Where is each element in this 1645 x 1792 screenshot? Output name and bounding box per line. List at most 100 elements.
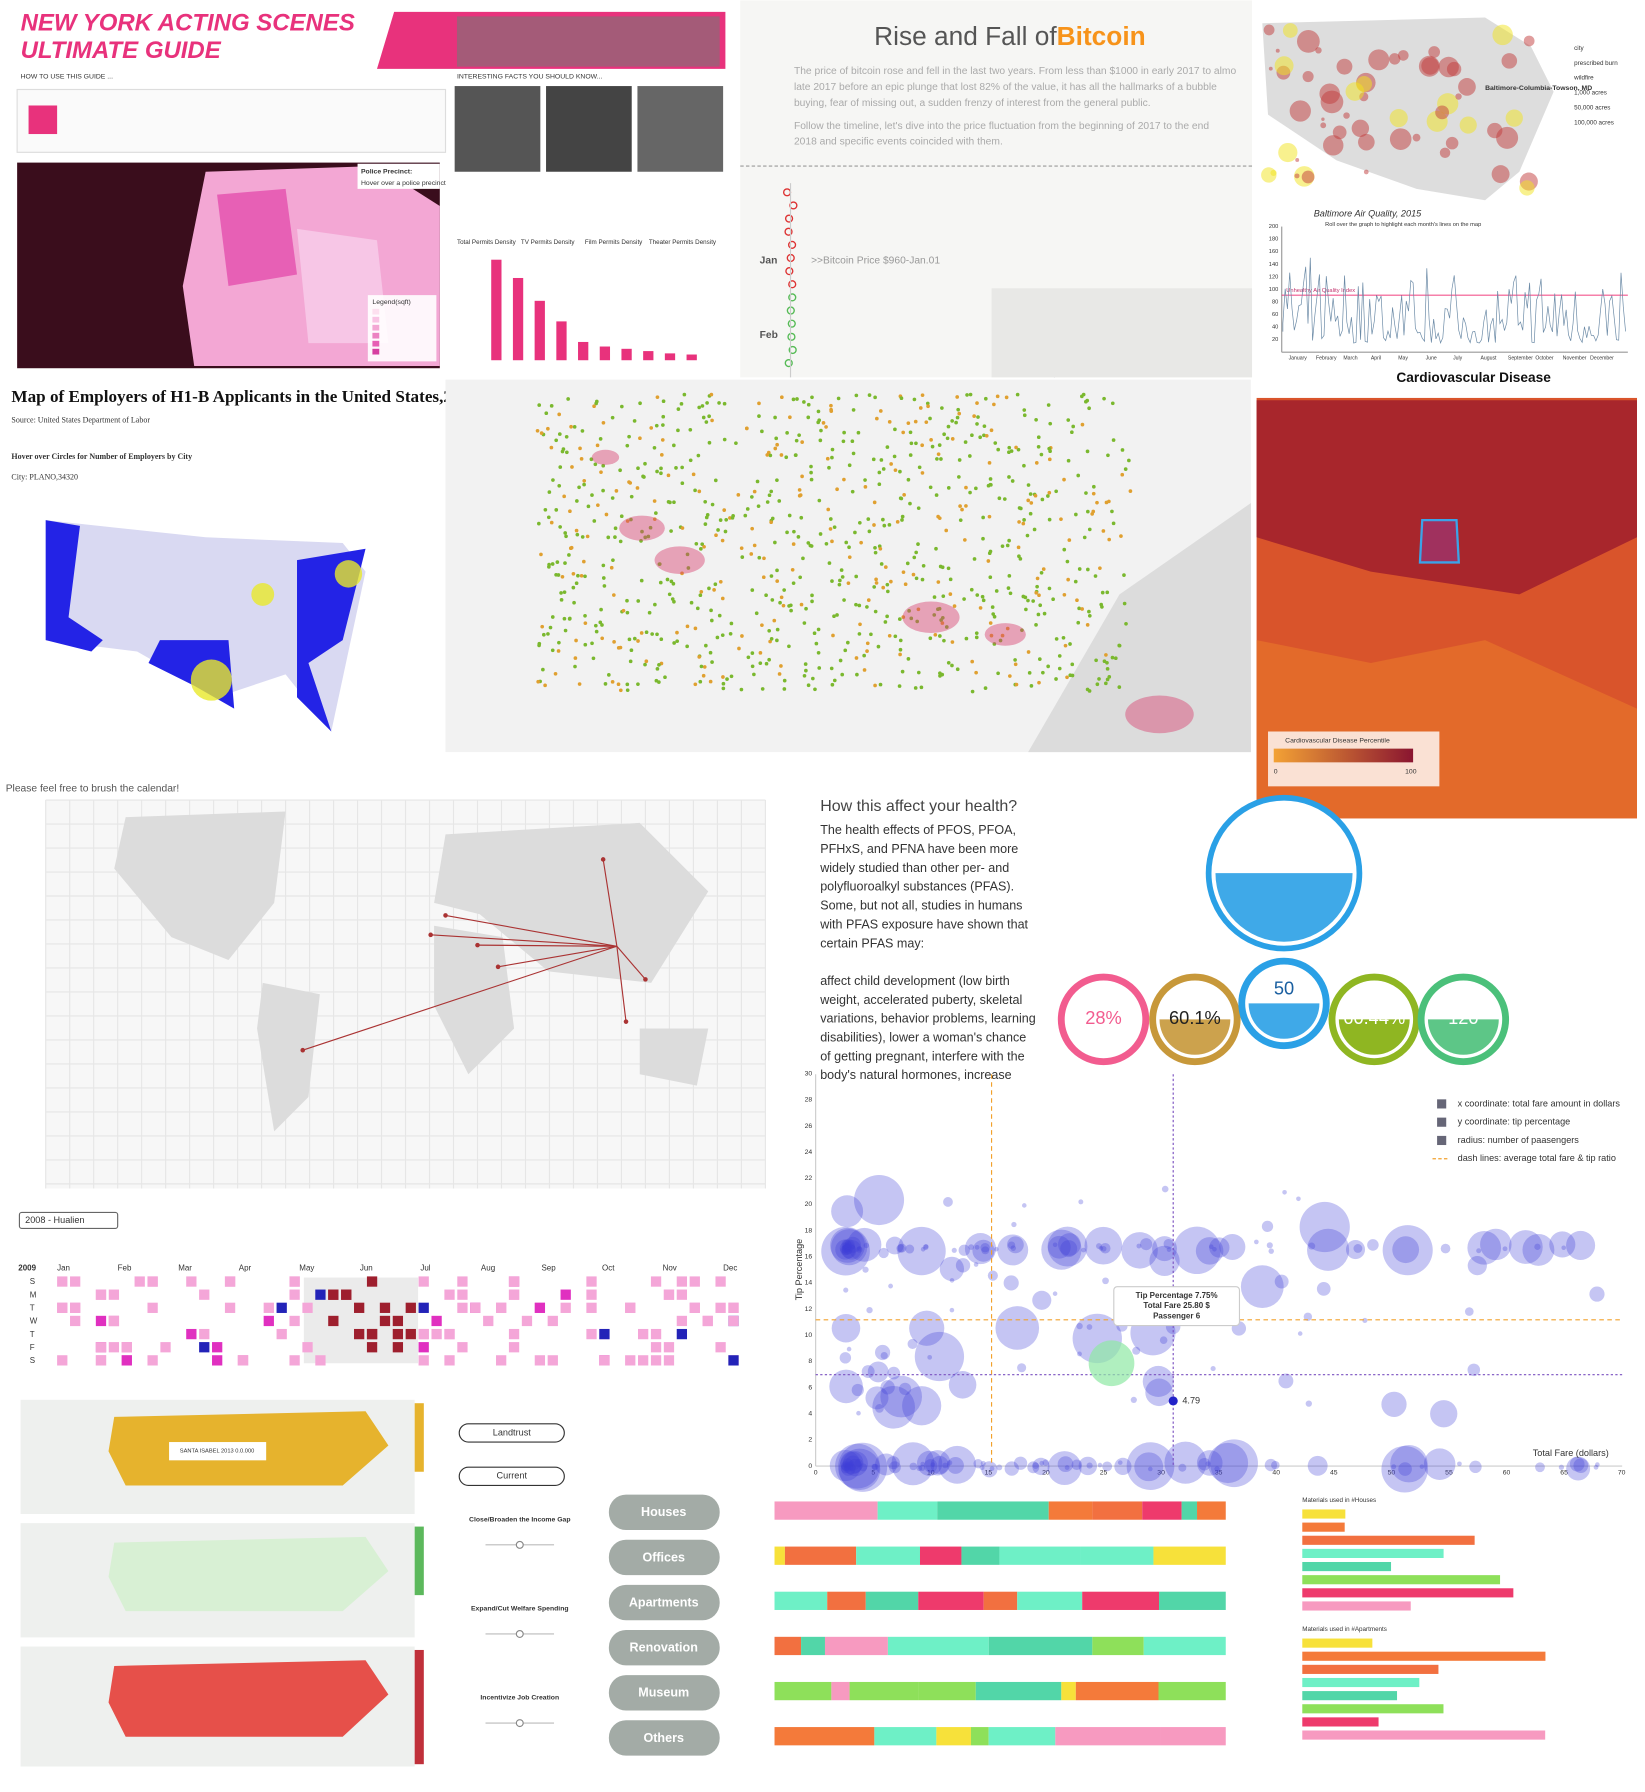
- select-label[interactable]: 2008 - Hualien: [25, 1215, 84, 1225]
- cal-cell[interactable]: [366, 1342, 378, 1353]
- bubble[interactable]: [1145, 1378, 1173, 1407]
- bubble[interactable]: [1209, 1237, 1230, 1258]
- bubble[interactable]: [843, 1466, 850, 1472]
- cal-cell[interactable]: [70, 1315, 81, 1327]
- bubble[interactable]: [871, 1463, 879, 1471]
- cal-cell[interactable]: [663, 1342, 675, 1353]
- bubble[interactable]: [987, 1270, 998, 1281]
- bubble[interactable]: [993, 1246, 999, 1252]
- cal-cell[interactable]: [715, 1302, 726, 1313]
- bubble[interactable]: [865, 1386, 889, 1410]
- cal-cell[interactable]: [650, 1355, 662, 1366]
- bubble[interactable]: [1268, 1248, 1274, 1254]
- bubble[interactable]: [1078, 1456, 1098, 1476]
- bubble[interactable]: [1159, 1336, 1168, 1344]
- cal-cell[interactable]: [108, 1315, 120, 1327]
- bubble[interactable]: [891, 1442, 935, 1486]
- cal-cell[interactable]: [676, 1276, 688, 1287]
- bubble[interactable]: [1027, 1461, 1040, 1474]
- bubble[interactable]: [943, 1197, 953, 1207]
- cal-cell[interactable]: [392, 1328, 404, 1340]
- bubble[interactable]: [1161, 1185, 1169, 1193]
- category-button[interactable]: [608, 1629, 720, 1666]
- bubble[interactable]: [1011, 1221, 1017, 1228]
- bubble[interactable]: [1392, 1236, 1420, 1264]
- bubble[interactable]: [919, 1464, 926, 1471]
- cal-cell[interactable]: [405, 1302, 416, 1313]
- bubble[interactable]: [1136, 1243, 1142, 1249]
- bubble[interactable]: [955, 1258, 971, 1273]
- cal-cell[interactable]: [728, 1302, 739, 1313]
- cal-cell[interactable]: [431, 1315, 442, 1327]
- cal-cell[interactable]: [496, 1355, 507, 1366]
- cal-cell[interactable]: [289, 1276, 300, 1287]
- cal-cell[interactable]: [263, 1302, 274, 1313]
- cal-cell[interactable]: [534, 1355, 546, 1366]
- cal-cell[interactable]: [224, 1276, 236, 1287]
- cal-cell[interactable]: [418, 1328, 429, 1340]
- bubble[interactable]: [1096, 1243, 1102, 1250]
- bubble[interactable]: [831, 1195, 864, 1228]
- bubble[interactable]: [867, 1361, 889, 1383]
- cal-cell[interactable]: [496, 1302, 507, 1313]
- bubble[interactable]: [844, 1462, 854, 1472]
- bubble[interactable]: [1196, 1450, 1223, 1476]
- bubble[interactable]: [842, 1239, 855, 1252]
- bubble[interactable]: [841, 1243, 857, 1259]
- bubble[interactable]: [1178, 1463, 1187, 1472]
- cal-cell[interactable]: [418, 1302, 429, 1313]
- cal-cell[interactable]: [57, 1355, 68, 1366]
- bubble[interactable]: [930, 1455, 949, 1475]
- bubble[interactable]: [1566, 1456, 1591, 1481]
- bubble[interactable]: [1240, 1265, 1284, 1308]
- cal-cell[interactable]: [650, 1328, 662, 1340]
- cal-cell[interactable]: [354, 1328, 365, 1340]
- bubble[interactable]: [1142, 1365, 1174, 1397]
- bubble[interactable]: [1081, 1247, 1086, 1253]
- bubble[interactable]: [851, 1383, 864, 1397]
- toggle[interactable]: [458, 1466, 565, 1487]
- bubble[interactable]: [1010, 1245, 1017, 1251]
- bubble[interactable]: [880, 1351, 888, 1360]
- bubble[interactable]: [1126, 1442, 1175, 1490]
- cal-cell[interactable]: [70, 1276, 81, 1287]
- bubble[interactable]: [859, 1463, 868, 1472]
- bubble[interactable]: [1058, 1233, 1081, 1256]
- bubble[interactable]: [1271, 1460, 1280, 1470]
- bubble[interactable]: [871, 1463, 878, 1470]
- bubble[interactable]: [1278, 1373, 1294, 1389]
- bubble[interactable]: [1299, 1201, 1350, 1253]
- toggle-label[interactable]: Current: [497, 1471, 528, 1481]
- bubble[interactable]: [831, 1229, 868, 1266]
- cal-cell[interactable]: [199, 1342, 210, 1353]
- cal-cell[interactable]: [560, 1289, 571, 1300]
- cal-cell[interactable]: [508, 1328, 520, 1340]
- bubble[interactable]: [872, 1385, 916, 1429]
- bubble[interactable]: [916, 1465, 923, 1472]
- bubble[interactable]: [856, 1410, 861, 1416]
- bubble[interactable]: [844, 1241, 853, 1250]
- bubble[interactable]: [939, 1256, 965, 1282]
- category-label[interactable]: Offices: [642, 1550, 685, 1564]
- bubble[interactable]: [886, 1456, 900, 1470]
- cal-cell[interactable]: [418, 1355, 429, 1366]
- cal-cell[interactable]: [534, 1302, 546, 1313]
- bubble[interactable]: [841, 1244, 853, 1255]
- cal-cell[interactable]: [289, 1355, 300, 1366]
- bubble[interactable]: [1052, 1242, 1058, 1248]
- cal-cell[interactable]: [302, 1342, 313, 1353]
- cal-cell[interactable]: [160, 1342, 171, 1353]
- bubble[interactable]: [997, 1234, 1029, 1266]
- bubble[interactable]: [843, 1248, 849, 1254]
- bubble[interactable]: [887, 1366, 901, 1380]
- cal-cell[interactable]: [276, 1328, 287, 1340]
- cal-cell[interactable]: [457, 1289, 468, 1300]
- bubble[interactable]: [923, 1459, 938, 1473]
- bubble[interactable]: [842, 1247, 848, 1253]
- bubble[interactable]: [850, 1244, 856, 1250]
- bubble[interactable]: [1595, 1462, 1600, 1467]
- cal-cell[interactable]: [366, 1276, 378, 1287]
- bubble[interactable]: [875, 1453, 898, 1476]
- bubble[interactable]: [909, 1310, 945, 1346]
- bubble[interactable]: [1164, 1441, 1207, 1484]
